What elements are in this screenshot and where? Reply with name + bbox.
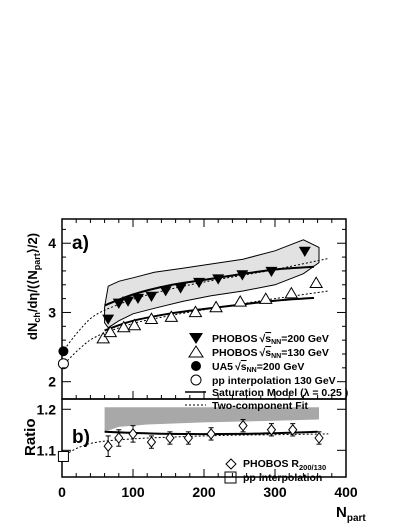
pp-ratio-data-point — [57, 450, 69, 462]
data-point-a-s1-8 — [233, 294, 248, 307]
x-tick-label: 100 — [121, 484, 145, 500]
data-point-a-s1-11 — [309, 276, 324, 288]
data-point-a-s0-11 — [298, 246, 311, 257]
y-tick-label-a: 2 — [48, 374, 56, 390]
ratio-data-point-7 — [238, 419, 248, 432]
data-point-a-s1-10 — [284, 286, 299, 299]
panel-b-label: b) — [72, 427, 90, 448]
y-tick-label-a: 3 — [48, 304, 56, 320]
ratio-two-component-fit-curve — [62, 433, 329, 457]
data-point-a-s1-3 — [127, 318, 142, 331]
legend-text-200gev: PHOBOS √sNN=200 GeV — [212, 333, 329, 346]
legend-marker-ratio — [225, 458, 237, 470]
data-point-a-s1-5 — [164, 310, 179, 322]
legend-text-pp-ratio: pp interpolation — [243, 472, 322, 484]
ratio-data-point-10 — [314, 432, 324, 444]
legend-marker-pp-ratio — [224, 471, 237, 484]
data-point-a-s0-3 — [131, 293, 144, 305]
data-point-a-s2-0 — [58, 346, 69, 357]
legend-b: PHOBOS R200/130 pp interpolation — [224, 458, 326, 484]
saturation-model-curve-1 — [104, 296, 315, 332]
y-axis-label-a: dNch/dη/(⟨Npart⟩/2) — [25, 233, 42, 340]
ratio-data-point-6 — [206, 428, 216, 440]
ratio-data-point-9 — [288, 423, 298, 436]
legend-marker-200gev — [189, 333, 203, 344]
legend-text-twocomp: Two-component Fit — [212, 400, 309, 412]
legend-text-ua5: UA5 √sNN=200 GeV — [212, 361, 304, 374]
y-tick-label-b: 1.2 — [37, 401, 57, 417]
legend-a: PHOBOS √sNN=200 GeV PHOBOS √sNN=130 GeV UA… — [185, 333, 348, 412]
legend-marker-pp — [190, 374, 202, 386]
ratio-data-point-1 — [114, 432, 124, 444]
data-point-a-s1-0 — [96, 331, 111, 344]
ratio-data-point-5 — [183, 432, 194, 444]
data-point-a-s1-4 — [144, 312, 159, 324]
legend-text-130gev: PHOBOS √sNN=130 GeV — [212, 347, 329, 360]
legend-text-pp: pp interpolation 130 GeV — [212, 375, 336, 387]
y-tick-label-a: 4 — [48, 235, 56, 251]
ratio-data-point-3 — [146, 436, 157, 448]
data-point-a-s3-0 — [57, 358, 69, 370]
data-point-a-s0-10 — [265, 266, 278, 278]
y-axis-label-b: Ratio — [22, 419, 39, 457]
x-axis-label: Npart — [336, 504, 366, 524]
data-point-a-s0-4 — [145, 291, 158, 302]
legend-marker-130gev — [188, 345, 204, 358]
x-tick-label: 0 — [58, 484, 66, 500]
systematic-error-band — [104, 239, 320, 329]
ratio-data-point-8 — [266, 423, 277, 436]
x-tick-label: 200 — [192, 484, 216, 500]
ratio-data-point-4 — [165, 432, 175, 444]
data-point-a-s1-9 — [258, 292, 273, 304]
ratio-systematic-band — [104, 407, 319, 432]
ratio-data-point-2 — [128, 428, 138, 440]
data-point-a-s0-5 — [159, 286, 172, 297]
data-point-a-s1-2 — [116, 320, 131, 333]
legend-marker-ua5 — [191, 361, 201, 371]
data-point-a-s0-1 — [112, 298, 125, 309]
legend-text-saturation: Saturation Model (λ = 0.25 ) — [212, 387, 348, 399]
y-tick-label-b: 1.1 — [37, 442, 57, 458]
data-point-a-s0-2 — [122, 296, 135, 307]
data-point-a-s0-9 — [236, 270, 249, 281]
data-point-a-s1-1 — [103, 325, 118, 338]
legend-text-ratio: PHOBOS R200/130 — [243, 458, 326, 472]
x-tick-label: 400 — [334, 484, 358, 500]
data-point-a-s0-0 — [102, 314, 115, 325]
panel-a-label: a) — [72, 233, 89, 254]
x-tick-label: 300 — [263, 484, 287, 500]
data-point-a-s0-6 — [174, 283, 187, 294]
data-point-a-s1-6 — [188, 305, 203, 318]
data-point-a-s1-7 — [209, 300, 223, 313]
data-point-a-s0-8 — [212, 274, 225, 285]
ratio-data-point-0 — [103, 440, 113, 453]
data-point-a-s0-7 — [193, 277, 206, 289]
